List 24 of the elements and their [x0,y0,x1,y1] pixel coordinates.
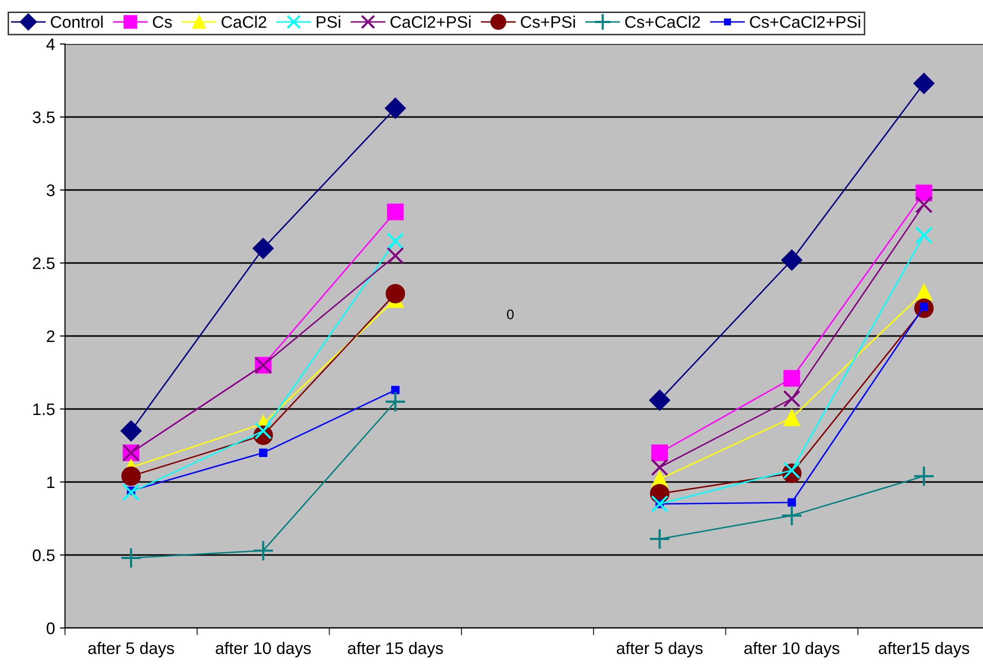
x-tick-label: after 15 days [348,642,443,658]
legend-label: Cs [152,16,172,28]
legend-label: Control [50,16,103,28]
legend-label: CaCl2 [222,16,266,28]
y-tick-label: 1 [47,476,54,488]
x-tick-label: after 10 days [744,642,840,658]
x-tick-label: after 10 days [216,642,311,658]
legend-label: CaCl2+PSi [390,16,471,28]
legend-label: PSi [316,16,340,28]
y-tick-label: 2 [46,330,54,342]
legend-label: Cs+CaCl2 [625,16,700,28]
y-tick-label: 2.5 [32,257,55,270]
x-tick-label: after 5 days [616,642,703,658]
y-tick-label: 1.5 [33,404,55,416]
y-tick-label: 3 [46,184,55,196]
y-tick-label: 4 [46,38,55,50]
x-tick-label: after15 days [878,642,970,658]
legend-label: Cs+CaCl2+PSi [750,16,860,28]
legend-label: Cs+PSi [520,16,575,28]
x-tick-label: after 5 days [88,642,174,658]
y-tick-label: 0.5 [32,549,55,562]
y-tick-label: 0 [46,622,55,634]
annotation: 0 [507,309,514,320]
y-tick-label: 3.5 [32,111,55,124]
